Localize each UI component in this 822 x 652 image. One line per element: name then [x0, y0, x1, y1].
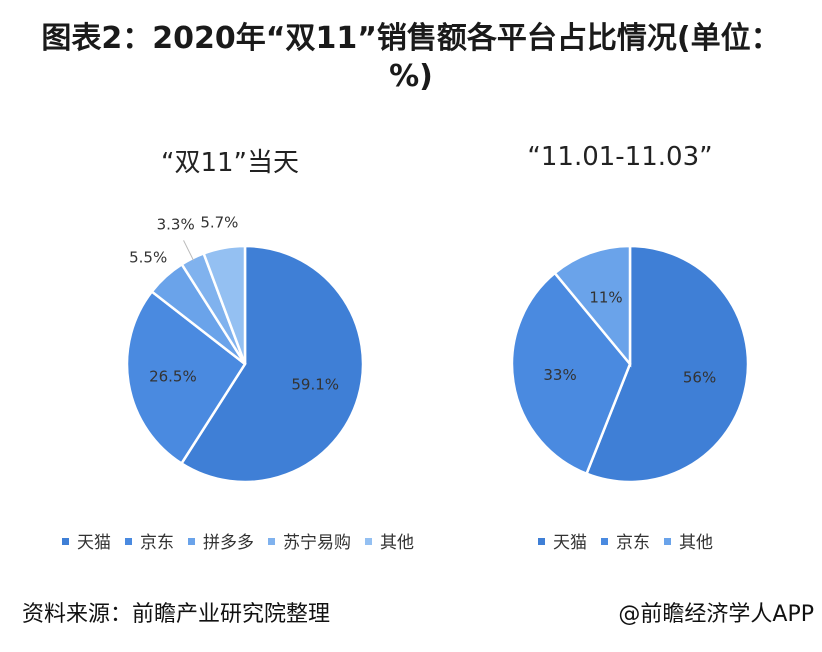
legend-label: 拼多多 [203, 533, 254, 553]
legend-swatch [538, 537, 545, 545]
legend-swatch [664, 537, 671, 545]
legend-label: 其他 [380, 533, 414, 553]
right-pie-slice-1 [510, 271, 632, 476]
right-chart-subtitle: “11.01-11.03” [527, 142, 713, 172]
right-data-label-2: 11% [589, 288, 622, 306]
right-pie-slice-2 [553, 244, 632, 368]
legend-label: 京东 [140, 533, 174, 553]
legend-swatch [268, 537, 275, 545]
left-chart-subtitle: “双11”当天 [160, 148, 300, 178]
left-leader-line-3 [183, 240, 194, 261]
left-pie-slice-1 [125, 289, 247, 466]
legend-swatch [62, 537, 69, 545]
left-data-label-1: 26.5% [149, 367, 197, 385]
left-data-label-0: 59.1% [291, 376, 339, 394]
credit-note: @前瞻经济学人APP [618, 602, 814, 627]
source-note: 资料来源：前瞻产业研究院整理 [22, 602, 331, 627]
right-legend: 天猫 京东 其他 [538, 528, 727, 553]
right-pie-slice-0 [584, 244, 750, 484]
left-legend: 天猫 京东 拼多多 苏宁易购 其他 [62, 528, 428, 553]
left-data-label-3: 3.3% [157, 216, 195, 234]
legend-label: 天猫 [77, 533, 111, 553]
left-data-label-2: 5.5% [129, 248, 167, 266]
legend-label: 天猫 [553, 533, 587, 553]
right-data-label-1: 33% [543, 366, 576, 384]
chart-title: 图表2：2020年“双11”销售额各平台占比情况(单位：%) [41, 21, 781, 94]
left-data-label-4: 5.7% [200, 213, 238, 231]
left-legend-item-0: 天猫 [62, 528, 111, 553]
right-legend-item-1: 京东 [601, 528, 650, 553]
left-legend-item-4: 其他 [365, 528, 414, 553]
left-pie-slice-0 [179, 244, 365, 484]
left-legend-item-3: 苏宁易购 [268, 528, 351, 553]
legend-swatch [188, 537, 195, 545]
left-legend-item-1: 京东 [125, 528, 174, 553]
right-legend-item-2: 其他 [664, 528, 713, 553]
legend-label: 其他 [679, 533, 713, 553]
right-legend-item-0: 天猫 [538, 528, 587, 553]
legend-swatch [601, 537, 608, 545]
legend-swatch [125, 537, 132, 545]
left-legend-item-2: 拼多多 [188, 528, 254, 553]
right-data-label-0: 56% [683, 368, 716, 386]
legend-swatch [365, 537, 372, 545]
legend-label: 苏宁易购 [283, 533, 351, 553]
legend-label: 京东 [616, 533, 650, 553]
left-pie-slice-4 [202, 244, 247, 365]
